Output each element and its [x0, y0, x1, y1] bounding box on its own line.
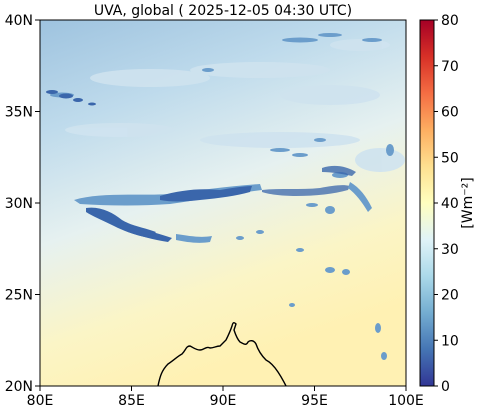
colorbar-tick-label: 70: [441, 59, 459, 75]
colorbar: 0 10 20 30 40 50 60 70 80 [Wm⁻²]: [419, 13, 476, 395]
x-tick-label: 90E: [210, 393, 237, 409]
y-tick-label: 30N: [5, 196, 33, 212]
map-area: [40, 20, 406, 386]
northwest-cloud-band: [46, 90, 96, 106]
y-tick-label: 25N: [5, 288, 33, 304]
himalayan-cloud-band: [74, 165, 372, 243]
colorbar-label: [Wm⁻²]: [460, 177, 476, 228]
y-tick-label: 20N: [5, 379, 33, 395]
y-axis-ticks: 20N 25N 30N 35N 40N: [5, 13, 40, 395]
colorbar-tick-label: 0: [441, 379, 450, 395]
x-tick-label: 100E: [388, 393, 424, 409]
x-tick-label: 85E: [118, 393, 145, 409]
plot-title: UVA, global ( 2025-12-05 04:30 UTC): [94, 3, 352, 19]
x-tick-label: 95E: [301, 393, 328, 409]
colorbar-tick-label: 60: [441, 105, 459, 121]
x-tick-label: 80E: [27, 393, 54, 409]
x-axis-ticks: 80E 85E 90E 95E 100E: [27, 386, 424, 409]
colorbar-ticks: 0 10 20 30 40 50 60 70 80: [434, 13, 459, 395]
y-tick-label: 35N: [5, 105, 33, 121]
colorbar-gradient: [419, 19, 435, 387]
colorbar-tick-label: 80: [441, 13, 459, 29]
colorbar-tick-label: 30: [441, 242, 459, 258]
colorbar-tick-label: 20: [441, 288, 459, 304]
colorbar-tick-label: 40: [441, 196, 459, 212]
coastline: [157, 322, 287, 386]
colorbar-tick-label: 10: [441, 333, 459, 349]
y-tick-label: 40N: [5, 13, 33, 29]
colorbar-tick-label: 50: [441, 150, 459, 166]
